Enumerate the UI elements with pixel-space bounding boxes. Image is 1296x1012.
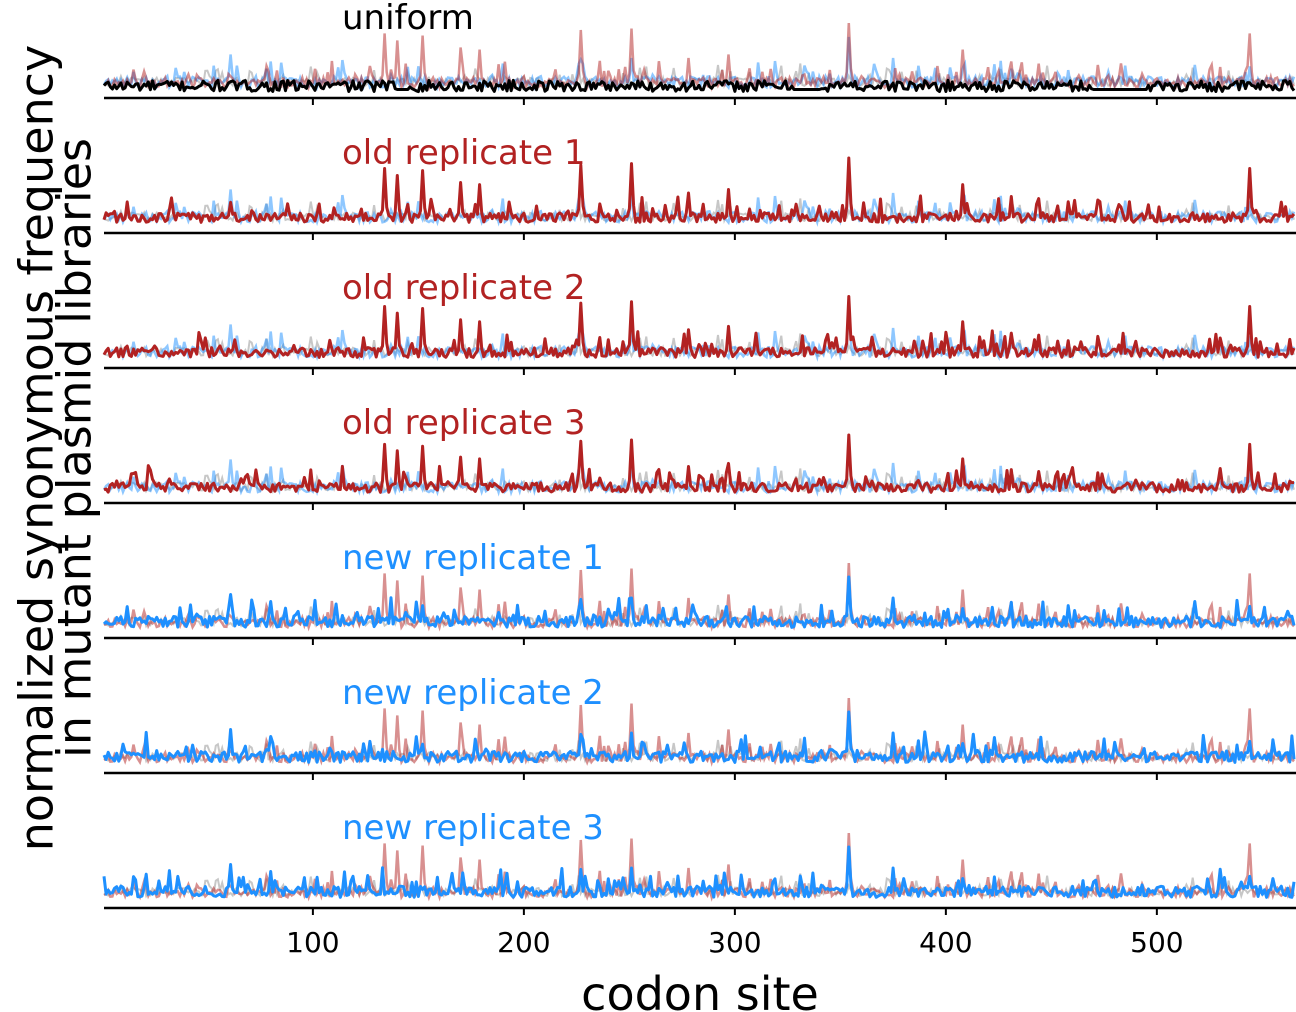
panel-label: new replicate 2	[342, 673, 604, 713]
series-line-main	[102, 78, 1296, 94]
series-line-main	[102, 156, 1296, 224]
panel-2: old replicate 2	[102, 268, 1296, 375]
panel-label: uniform	[342, 0, 474, 38]
x-tick-label: 100	[286, 926, 339, 959]
panel-5: new replicate 2	[102, 673, 1296, 780]
panel-1: old replicate 1	[102, 133, 1296, 240]
panel-4: new replicate 1	[102, 538, 1296, 645]
panel-label: old replicate 3	[342, 403, 585, 443]
panel-label: new replicate 3	[342, 808, 604, 848]
panels-group: uniform old replicate 1 old replicate 2 old…	[102, 0, 1296, 915]
y-axis-label-line1: normalized synonymous frequency	[10, 45, 64, 852]
x-axis-label: codon site	[581, 967, 819, 1012]
series-line-main	[102, 845, 1296, 899]
panel-label: new replicate 1	[342, 538, 604, 578]
series-line-main	[103, 433, 1294, 494]
series-line-main	[102, 575, 1296, 629]
panel-0: uniform	[102, 0, 1296, 105]
panel-label: old replicate 1	[342, 133, 585, 173]
series-line-main	[102, 295, 1296, 359]
series-line-old-faint	[103, 22, 1295, 92]
y-axis-label-line2: in mutant plasmid libraries	[48, 138, 102, 758]
x-tick-label: 200	[497, 926, 550, 959]
panel-label: old replicate 2	[342, 268, 585, 308]
x-tick-label: 400	[919, 926, 972, 959]
x-tick-label: 300	[708, 926, 761, 959]
x-tick-label: 500	[1130, 926, 1183, 959]
series-line-main	[102, 710, 1296, 764]
x-axis: 100 200 300 400 500	[286, 926, 1183, 959]
panel-6: new replicate 3	[102, 808, 1296, 915]
panel-3: old replicate 3	[102, 403, 1296, 510]
